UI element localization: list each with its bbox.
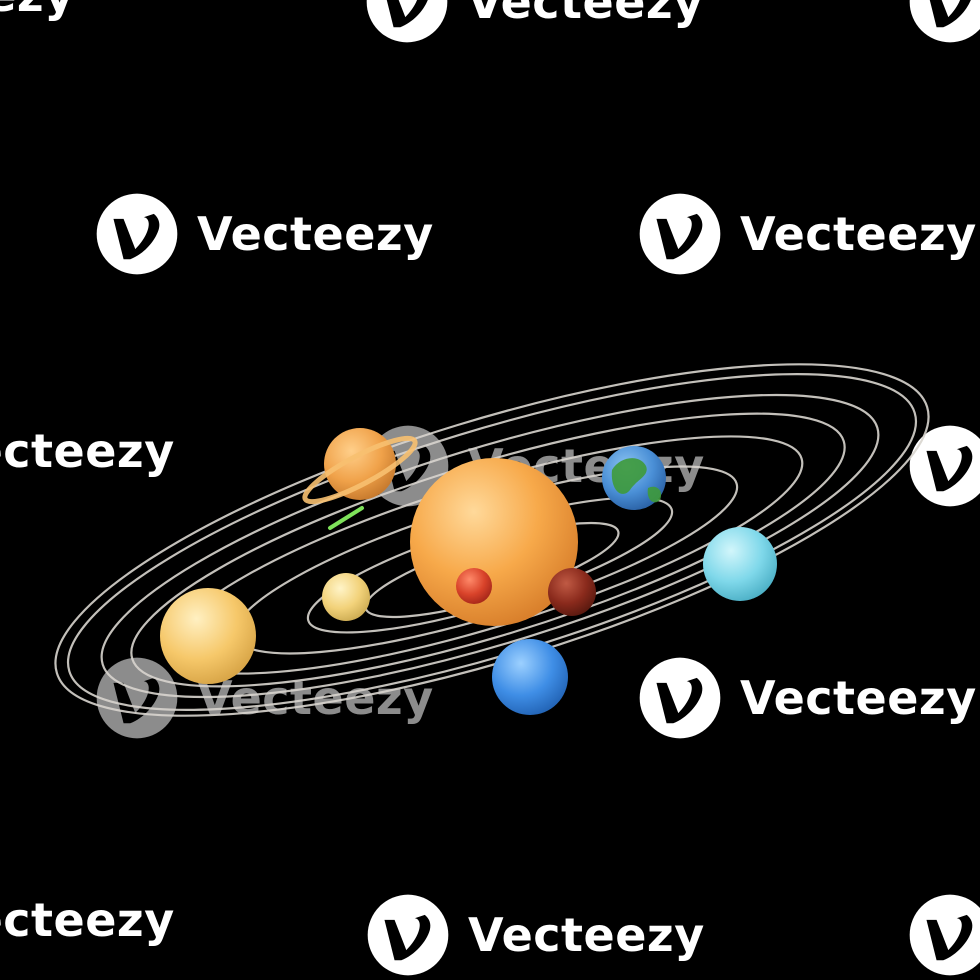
vecteezy-v-logo-icon [96, 193, 178, 275]
watermark: Vecteezy [95, 192, 434, 276]
vecteezy-v-logo-icon [909, 425, 980, 507]
orbit-ring [100, 393, 880, 699]
vecteezy-v-logo-icon [366, 0, 448, 43]
vecteezy-v-logo-icon [909, 0, 980, 43]
watermark: Vecteezy [0, 0, 75, 22]
watermark: Vecteezy [366, 893, 705, 977]
uranus [703, 527, 777, 601]
watermark [908, 424, 980, 508]
earth [602, 446, 666, 510]
watermark-text: Vecteezy [467, 0, 704, 29]
vecteezy-v-logo-icon [639, 657, 721, 739]
sun [410, 458, 578, 626]
watermark-text: Vecteezy [0, 0, 75, 22]
watermark: Vecteezy [365, 0, 704, 44]
watermark-text: Vecteezy [0, 893, 175, 947]
watermark-text: Vecteezy [0, 424, 175, 478]
watermark: Vecteezy [638, 192, 977, 276]
watermark [908, 893, 980, 977]
watermark-text: Vecteezy [468, 908, 705, 962]
watermark: Vecteezy [0, 424, 175, 478]
watermark-text: Vecteezy [740, 207, 977, 261]
mercury [456, 568, 492, 604]
neptune [492, 639, 568, 715]
venus [322, 573, 370, 621]
watermark: Vecteezy [0, 893, 175, 947]
jupiter [160, 588, 256, 684]
mars [548, 568, 596, 616]
watermark [908, 0, 980, 44]
comet-streak [328, 506, 364, 530]
vecteezy-v-logo-icon [639, 193, 721, 275]
vecteezy-v-logo-icon [909, 894, 980, 976]
vecteezy-v-logo-icon [367, 894, 449, 976]
watermark-text: Vecteezy [197, 207, 434, 261]
watermark-text: Vecteezy [740, 671, 977, 725]
saturn [302, 428, 418, 505]
watermark: Vecteezy [638, 656, 977, 740]
